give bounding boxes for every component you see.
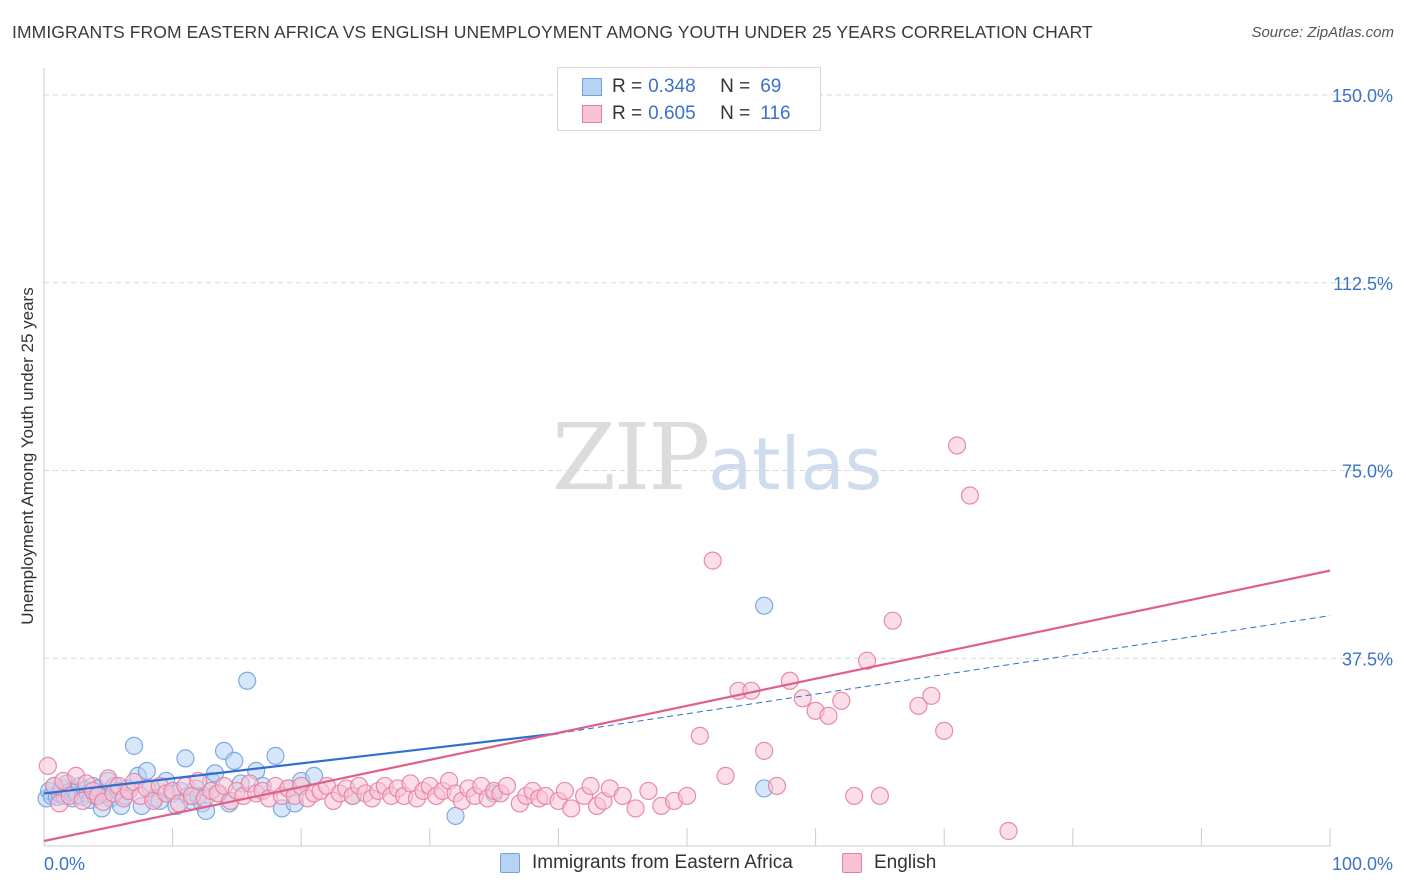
- point-english: [716, 766, 735, 786]
- point-english: [767, 776, 787, 796]
- point-english: [780, 671, 799, 690]
- point-english: [793, 689, 812, 708]
- legend-swatch-pink: [582, 105, 602, 123]
- legend-r-value: 0.605: [648, 103, 696, 124]
- point-eastern-africa: [176, 749, 195, 768]
- legend-n-label: N =: [720, 103, 751, 124]
- bottom-legend-item-english: English: [842, 852, 936, 874]
- point-english: [857, 651, 877, 670]
- legend-row-series1: R = 0.348 N = 69: [582, 74, 781, 100]
- point-english: [581, 776, 600, 796]
- legend-row-series2: R = 0.605 N = 116: [582, 101, 791, 127]
- point-english: [755, 741, 774, 760]
- y-tick-label: 112.5%: [1333, 274, 1393, 294]
- legend-n-value: 116: [760, 103, 791, 124]
- legend-n-value: 69: [760, 76, 782, 97]
- point-english: [870, 786, 890, 806]
- y-tick-label: 75.0%: [1342, 462, 1393, 482]
- point-english: [999, 821, 1018, 841]
- trendline-eastern-africa-extension: [558, 615, 1331, 734]
- point-english: [613, 786, 632, 806]
- point-english: [690, 726, 709, 745]
- y-tick-label: 37.5%: [1342, 649, 1393, 669]
- legend-r-label: R =: [612, 103, 643, 124]
- bottom-legend-swatch-pink: [842, 853, 862, 873]
- bottom-legend-label: English: [874, 852, 937, 873]
- bottom-legend-item-eastern-africa: Immigrants from Eastern Africa: [500, 852, 793, 874]
- point-eastern-africa: [266, 746, 285, 765]
- point-eastern-africa: [238, 671, 257, 690]
- y-tick-label: 150.0%: [1332, 86, 1393, 106]
- watermark-atlas: atlas: [708, 422, 883, 506]
- x-tick-label: 100.0%: [1332, 854, 1393, 874]
- point-english: [819, 706, 838, 725]
- point-english: [922, 686, 941, 705]
- x-tick-label: 0.0%: [44, 854, 85, 874]
- point-eastern-africa: [755, 596, 774, 615]
- point-english: [960, 486, 980, 505]
- legend-r-value: 0.348: [648, 76, 696, 97]
- bottom-legend-label: Immigrants from Eastern Africa: [532, 852, 793, 873]
- point-eastern-africa: [446, 806, 465, 826]
- point-eastern-africa: [124, 736, 144, 755]
- trendline-eastern-africa: [43, 732, 559, 795]
- point-english: [832, 691, 851, 710]
- point-english: [845, 786, 864, 806]
- correlation-legend: R = 0.348 N = 69 R = 0.605 N = 116: [557, 67, 821, 131]
- point-english: [38, 756, 57, 775]
- point-english: [555, 781, 574, 801]
- point-english: [909, 696, 928, 715]
- legend-r-label: R =: [612, 76, 643, 97]
- point-english: [626, 799, 645, 818]
- point-eastern-africa: [225, 751, 244, 770]
- bottom-legend-swatch-blue: [500, 853, 520, 873]
- source-label: Source: ZipAtlas.com: [1251, 24, 1394, 41]
- point-english: [562, 799, 581, 818]
- point-english: [497, 776, 517, 796]
- point-english: [883, 611, 902, 630]
- legend-n-label: N =: [720, 76, 751, 97]
- point-english: [703, 551, 722, 570]
- watermark-zip: ZIP: [552, 404, 710, 511]
- point-english: [947, 436, 967, 455]
- legend-swatch-blue: [582, 78, 602, 96]
- point-english: [677, 786, 697, 806]
- trendline-english: [43, 569, 1331, 843]
- watermark: ZIPatlas: [552, 404, 882, 511]
- chart-title: IMMIGRANTS FROM EASTERN AFRICA VS ENGLIS…: [12, 22, 1093, 42]
- point-english: [935, 721, 954, 740]
- point-english: [639, 781, 658, 801]
